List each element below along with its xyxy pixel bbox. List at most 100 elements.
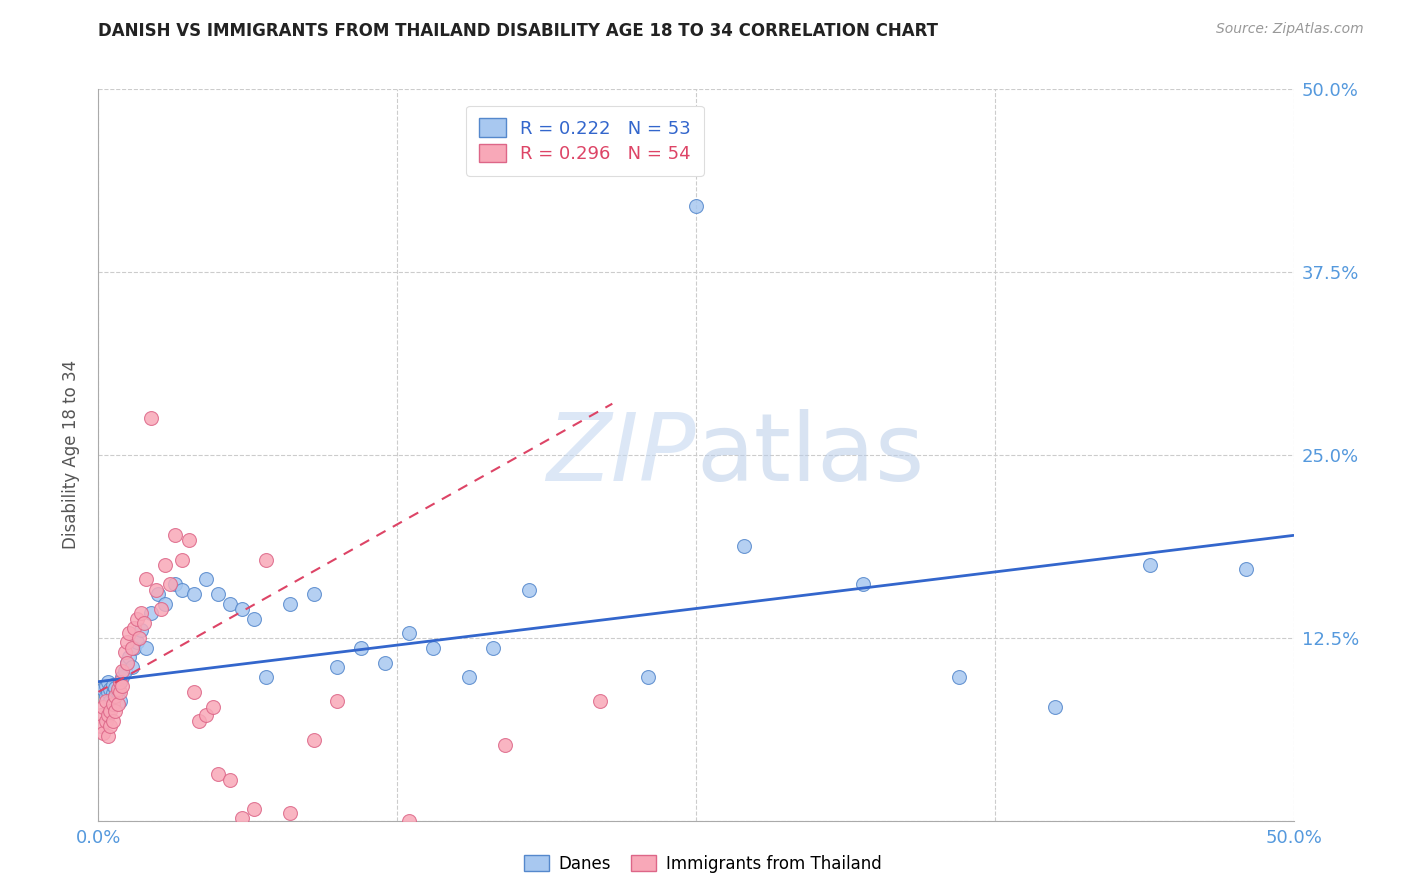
Point bbox=[589, 694, 612, 708]
Point bbox=[115, 656, 138, 670]
Point bbox=[219, 772, 242, 787]
Point bbox=[101, 677, 124, 691]
Point bbox=[481, 640, 505, 655]
Point bbox=[125, 635, 148, 649]
Point bbox=[159, 576, 181, 591]
Point bbox=[458, 670, 481, 684]
Point bbox=[243, 612, 266, 626]
Point bbox=[637, 670, 659, 684]
Point bbox=[128, 631, 150, 645]
Point bbox=[97, 674, 120, 689]
Point bbox=[115, 656, 138, 670]
Point bbox=[139, 411, 162, 425]
Point bbox=[179, 533, 201, 547]
Point bbox=[107, 697, 129, 711]
Point bbox=[155, 597, 177, 611]
Text: atlas: atlas bbox=[696, 409, 924, 501]
Point bbox=[91, 681, 114, 696]
Point bbox=[231, 601, 253, 615]
Point bbox=[302, 587, 325, 601]
Point bbox=[517, 582, 540, 597]
Point bbox=[101, 697, 124, 711]
Point bbox=[172, 553, 194, 567]
Point bbox=[108, 674, 131, 689]
Point bbox=[163, 528, 186, 542]
Point bbox=[104, 690, 127, 704]
Point bbox=[278, 597, 301, 611]
Point bbox=[155, 558, 177, 572]
Point bbox=[91, 726, 114, 740]
Point bbox=[97, 685, 120, 699]
Point bbox=[326, 660, 349, 674]
Point bbox=[90, 718, 112, 732]
Point bbox=[1139, 558, 1161, 572]
Point bbox=[101, 714, 124, 728]
Point bbox=[98, 704, 122, 718]
Point bbox=[194, 572, 218, 586]
Point bbox=[121, 640, 143, 655]
Point bbox=[131, 624, 153, 638]
Point bbox=[219, 597, 242, 611]
Point bbox=[131, 606, 153, 620]
Point bbox=[115, 635, 138, 649]
Point bbox=[107, 681, 129, 696]
Point bbox=[135, 572, 157, 586]
Point bbox=[243, 802, 266, 816]
Point bbox=[121, 660, 143, 674]
Point bbox=[98, 681, 122, 696]
Text: DANISH VS IMMIGRANTS FROM THAILAND DISABILITY AGE 18 TO 34 CORRELATION CHART: DANISH VS IMMIGRANTS FROM THAILAND DISAB… bbox=[98, 22, 938, 40]
Point bbox=[398, 626, 420, 640]
Point bbox=[398, 814, 420, 828]
Point bbox=[98, 694, 122, 708]
Legend: R = 0.222   N = 53, R = 0.296   N = 54: R = 0.222 N = 53, R = 0.296 N = 54 bbox=[465, 105, 703, 176]
Point bbox=[97, 708, 120, 723]
Point bbox=[97, 729, 120, 743]
Point bbox=[114, 665, 136, 679]
Y-axis label: Disability Age 18 to 34: Disability Age 18 to 34 bbox=[62, 360, 80, 549]
Point bbox=[183, 685, 205, 699]
Point bbox=[94, 679, 117, 693]
Point bbox=[278, 806, 301, 821]
Point bbox=[90, 708, 112, 723]
Point bbox=[111, 679, 134, 693]
Point bbox=[254, 670, 277, 684]
Point bbox=[207, 767, 229, 781]
Point bbox=[104, 704, 127, 718]
Point bbox=[852, 576, 875, 591]
Point bbox=[145, 582, 167, 597]
Point bbox=[149, 601, 172, 615]
Point bbox=[183, 587, 205, 601]
Point bbox=[422, 640, 444, 655]
Point bbox=[374, 656, 396, 670]
Point bbox=[302, 733, 325, 747]
Point bbox=[163, 576, 186, 591]
Point bbox=[1043, 699, 1066, 714]
Point bbox=[202, 699, 225, 714]
Point bbox=[94, 694, 117, 708]
Point bbox=[125, 612, 148, 626]
Point bbox=[107, 685, 129, 699]
Point bbox=[350, 640, 373, 655]
Point bbox=[108, 694, 131, 708]
Point bbox=[91, 699, 114, 714]
Point bbox=[118, 626, 141, 640]
Point bbox=[124, 640, 146, 655]
Text: Source: ZipAtlas.com: Source: ZipAtlas.com bbox=[1216, 22, 1364, 37]
Point bbox=[124, 621, 146, 635]
Point bbox=[231, 811, 253, 825]
Point bbox=[187, 714, 209, 728]
Point bbox=[111, 670, 134, 684]
Point bbox=[132, 616, 155, 631]
Point bbox=[108, 674, 131, 689]
Point bbox=[104, 681, 127, 695]
Point bbox=[148, 587, 170, 601]
Point bbox=[685, 199, 707, 213]
Point bbox=[254, 553, 277, 567]
Point bbox=[108, 685, 131, 699]
Point bbox=[94, 690, 117, 704]
Point bbox=[118, 649, 141, 664]
Point bbox=[207, 587, 229, 601]
Point bbox=[114, 645, 136, 659]
Point bbox=[98, 718, 122, 732]
Point bbox=[194, 708, 218, 723]
